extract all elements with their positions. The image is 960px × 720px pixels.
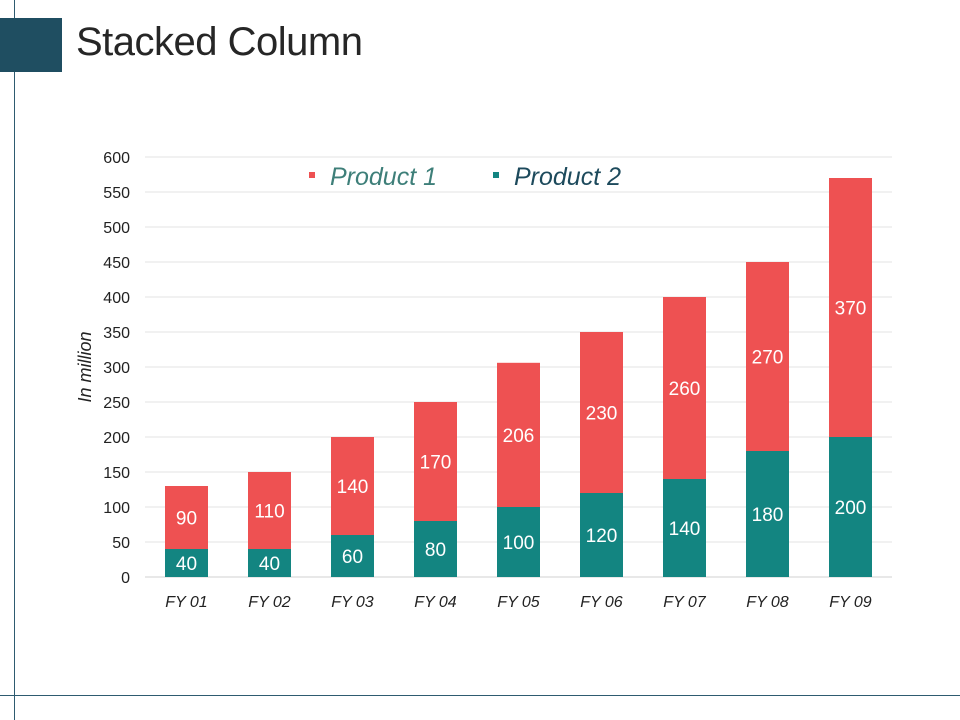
y-tick-label: 550 <box>103 185 130 202</box>
bar-segment-product-1 <box>580 332 623 493</box>
y-tick-label: 100 <box>103 500 130 517</box>
bar-segment-product-2 <box>663 479 706 577</box>
data-label: 200 <box>835 498 867 519</box>
x-tick-label: FY 08 <box>746 594 789 611</box>
y-tick-label: 50 <box>112 535 130 552</box>
y-tick-label: 250 <box>103 395 130 412</box>
page-title: Stacked Column <box>76 20 363 64</box>
bar-segment-product-2 <box>497 507 540 577</box>
x-tick-label: FY 04 <box>414 594 457 611</box>
bar-segment-product-2 <box>829 437 872 577</box>
data-label: 80 <box>425 540 446 561</box>
y-tick-label: 450 <box>103 255 130 272</box>
data-label: 270 <box>752 348 784 369</box>
legend-marker <box>309 172 315 178</box>
bar-segment-product-1 <box>497 362 540 507</box>
bar-segment-product-1 <box>663 297 706 479</box>
y-axis-label: In million <box>75 331 95 402</box>
y-tick-label: 200 <box>103 430 130 447</box>
bottom-rule <box>0 695 960 696</box>
x-tick-label: FY 09 <box>829 594 872 611</box>
data-label: 40 <box>176 554 197 575</box>
bar-segment-product-2 <box>414 521 457 577</box>
x-tick-label: FY 03 <box>331 594 374 611</box>
bar-segment-product-2 <box>165 549 208 577</box>
data-label: 60 <box>342 547 363 568</box>
legend-label: Product 1 <box>330 163 437 191</box>
data-label: 110 <box>254 502 284 523</box>
x-tick-label: FY 02 <box>248 594 291 611</box>
bar-segment-product-2 <box>580 493 623 577</box>
data-label: 180 <box>752 505 784 526</box>
data-label: 100 <box>503 533 535 554</box>
bar-segment-product-1 <box>414 402 457 521</box>
x-tick-label: FY 01 <box>165 594 207 611</box>
data-label: 230 <box>586 404 618 425</box>
data-label: 90 <box>176 509 197 530</box>
bar-segment-product-1 <box>165 486 208 549</box>
bar-segment-product-2 <box>248 549 291 577</box>
y-tick-label: 300 <box>103 360 130 377</box>
data-label: 40 <box>259 554 280 575</box>
title-accent-block <box>0 18 62 72</box>
bar-segment-product-1 <box>746 262 789 451</box>
legend-marker <box>493 172 499 178</box>
x-tick-label: FY 07 <box>663 594 707 611</box>
bar-segment-product-1 <box>248 472 291 549</box>
y-tick-label: 350 <box>103 325 130 342</box>
bar-segment-product-2 <box>331 535 374 577</box>
x-tick-label: FY 06 <box>580 594 623 611</box>
data-label: 260 <box>669 379 701 400</box>
data-label: 140 <box>337 477 369 498</box>
data-label: 170 <box>420 453 452 474</box>
y-tick-label: 600 <box>103 150 130 167</box>
left-rule <box>14 0 15 720</box>
y-tick-label: 0 <box>121 570 130 587</box>
y-tick-label: 150 <box>103 465 130 482</box>
data-label: 206 <box>503 426 535 447</box>
y-tick-label: 500 <box>103 220 130 237</box>
x-tick-label: FY 05 <box>497 594 540 611</box>
bar-segment-product-1 <box>829 178 872 437</box>
bar-segment-product-2 <box>746 451 789 577</box>
data-label: 140 <box>669 519 701 540</box>
data-label: 370 <box>835 299 867 320</box>
bar-segment-product-1 <box>331 437 374 535</box>
data-label: 120 <box>586 526 618 547</box>
legend-label: Product 2 <box>514 163 621 191</box>
y-tick-label: 400 <box>103 290 130 307</box>
